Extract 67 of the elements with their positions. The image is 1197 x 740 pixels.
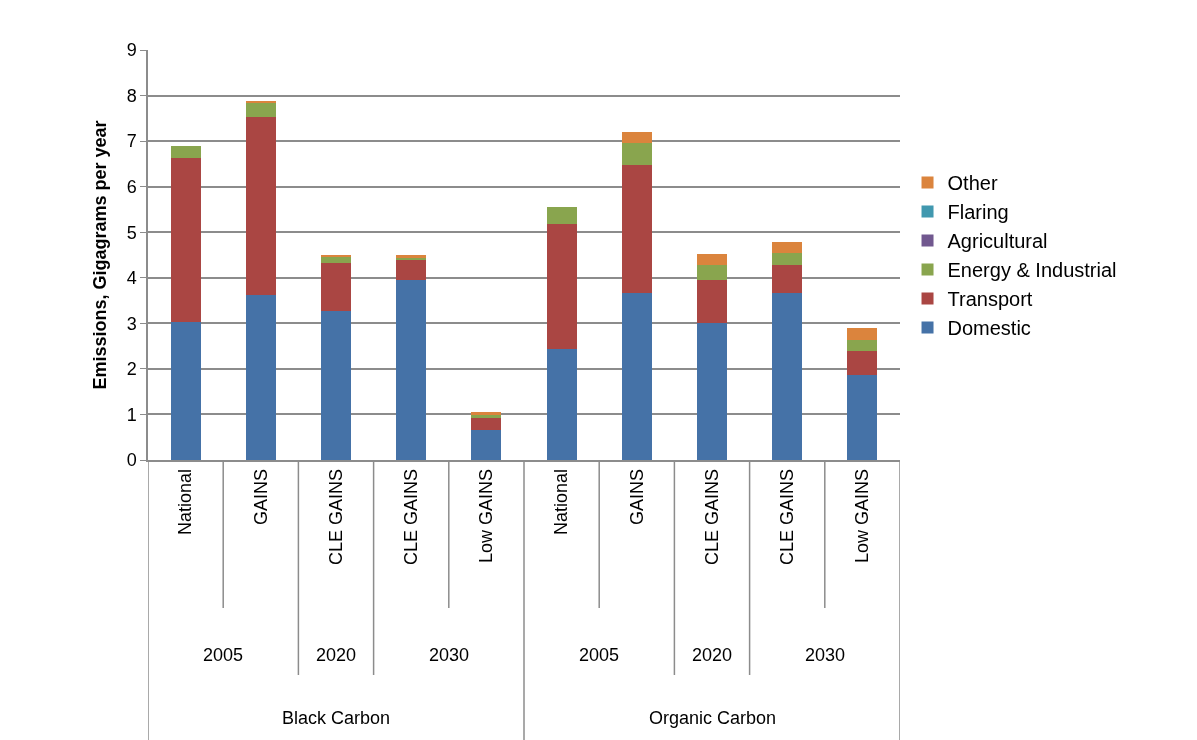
bar	[320, 311, 352, 460]
text: 2030	[429, 645, 470, 665]
bar	[170, 158, 201, 323]
bar	[621, 165, 652, 294]
y-tick-label: 2	[126, 359, 137, 380]
bar	[621, 293, 652, 460]
x-tick-label: CLE GAINS	[401, 468, 422, 565]
bar	[245, 295, 276, 460]
y-tick-label: 7	[126, 131, 137, 152]
bar	[170, 146, 201, 159]
x-tick-label: CLE GAINS	[777, 468, 798, 565]
bar	[847, 351, 878, 376]
bar	[772, 252, 803, 266]
bar	[471, 429, 502, 460]
bar	[396, 279, 427, 460]
bar	[546, 223, 577, 349]
text: 2020	[316, 645, 357, 665]
bar	[396, 260, 427, 280]
bar	[621, 142, 652, 166]
legend-label: Flaring	[947, 201, 1009, 224]
legend-label: Energy & Industrial	[947, 259, 1117, 282]
bar	[245, 117, 276, 296]
bar	[245, 103, 276, 118]
bar	[772, 292, 803, 460]
bar	[320, 256, 352, 264]
bar	[847, 375, 878, 460]
legend-label: Other	[947, 172, 998, 195]
x-tick-label: CLE GAINS	[325, 468, 346, 565]
bar	[772, 241, 803, 253]
bar	[847, 328, 878, 340]
y-tick-label: 4	[126, 268, 137, 289]
legend-label: Agricultural	[947, 230, 1048, 253]
text: 2005	[203, 645, 244, 665]
text: 2020	[692, 645, 733, 665]
y-tick-label: 8	[126, 85, 137, 106]
text: Organic Carbon	[649, 708, 777, 728]
text: 2030	[805, 645, 846, 665]
bar	[320, 263, 352, 312]
y-axis-title: Emissions, Gigagrams per year	[90, 120, 111, 390]
text: Black Carbon	[282, 708, 391, 728]
bar	[621, 132, 652, 143]
y-tick-label: 0	[126, 450, 137, 471]
x-tick-label: CLE GAINS	[701, 468, 722, 565]
y-tick-label: 9	[126, 40, 137, 61]
text: 2005	[579, 645, 620, 665]
bar	[696, 279, 728, 324]
bar	[471, 417, 502, 430]
x-tick-label: Low GAINS	[476, 468, 497, 563]
x-tick-label: Low GAINS	[852, 468, 873, 563]
bar	[696, 265, 728, 280]
y-tick-label: 1	[126, 404, 137, 425]
legend-label: Domestic	[947, 317, 1031, 340]
bar	[696, 254, 728, 266]
bar	[847, 339, 878, 352]
bar	[546, 348, 577, 460]
x-tick-label: National	[175, 468, 196, 535]
bar	[546, 207, 577, 224]
y-tick-label: 5	[126, 222, 137, 243]
bar	[772, 265, 803, 293]
x-tick-label: GAINS	[626, 468, 647, 525]
x-tick-label: National	[551, 468, 572, 535]
bar	[696, 323, 728, 460]
bar	[170, 322, 201, 460]
legend-label: Transport	[947, 288, 1033, 311]
y-tick-label: 6	[126, 176, 137, 197]
x-tick-label: GAINS	[250, 468, 271, 525]
y-tick-label: 3	[126, 313, 137, 334]
